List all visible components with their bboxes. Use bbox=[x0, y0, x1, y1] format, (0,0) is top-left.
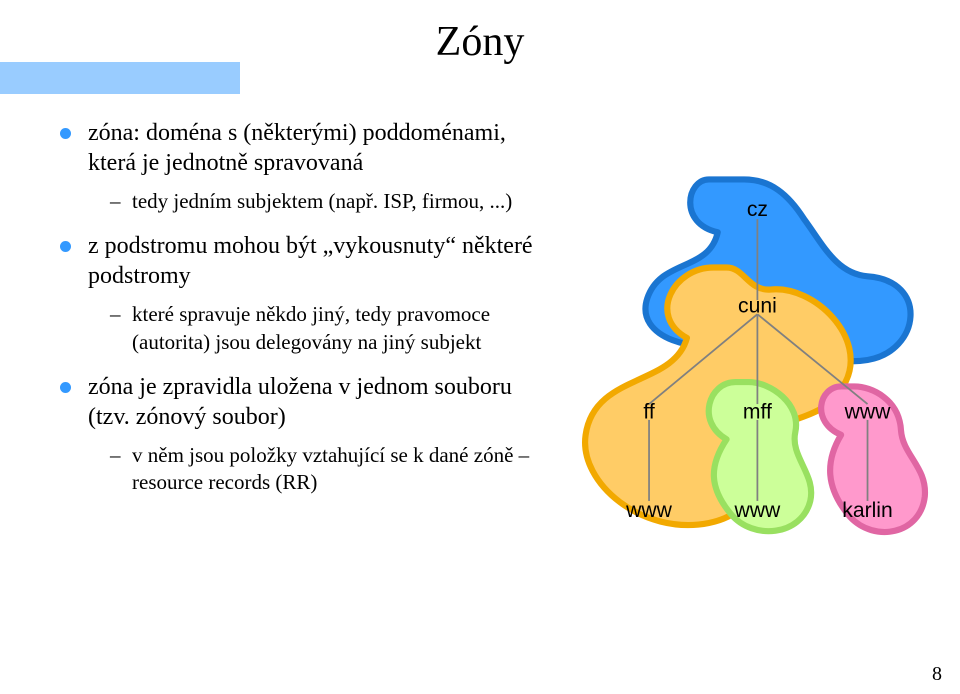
zones-diagram: cz cuni ff mff www www www karlin bbox=[568, 150, 938, 570]
bullet-text: zóna je zpravidla uložena v jednom soubo… bbox=[88, 374, 512, 430]
sub-bullet-text: tedy jedním subjektem (např. ISP, firmou… bbox=[132, 189, 512, 213]
tree-node-cz: cz bbox=[747, 198, 768, 221]
sub-bullet-item: které spravuje někdo jiný, tedy pravomoc… bbox=[110, 301, 540, 356]
tree-node-www2: www bbox=[625, 499, 673, 522]
sub-bullet-text: které spravuje někdo jiný, tedy pravomoc… bbox=[132, 302, 490, 353]
tree-node-ff: ff bbox=[643, 400, 654, 423]
bullet-content: zóna: doména s (některými) poddoménami, … bbox=[60, 118, 540, 512]
sub-bullet-text: v něm jsou položky vztahující se k dané … bbox=[132, 443, 529, 494]
tree-node-mff: mff bbox=[743, 400, 772, 423]
bullet-text: z podstromu mohou být „vykousnuty“ někte… bbox=[88, 233, 533, 289]
tree-node-www3: www bbox=[734, 499, 782, 522]
bullet-item: zóna je zpravidla uložena v jednom soubo… bbox=[60, 372, 540, 497]
bullet-item: zóna: doména s (některými) poddoménami, … bbox=[60, 118, 540, 215]
tree-node-karlin: karlin bbox=[842, 499, 892, 522]
tree-node-cuni: cuni bbox=[738, 295, 777, 318]
bullet-item: z podstromu mohou být „vykousnuty“ někte… bbox=[60, 231, 540, 356]
slide-title: Zóny bbox=[0, 0, 960, 66]
sub-bullet-item: tedy jedním subjektem (např. ISP, firmou… bbox=[110, 188, 540, 215]
sub-bullet-item: v něm jsou položky vztahující se k dané … bbox=[110, 442, 540, 497]
tree-node-www1: www bbox=[844, 400, 892, 423]
title-accent-band bbox=[0, 62, 240, 94]
bullet-text: zóna: doména s (některými) poddoménami, … bbox=[88, 120, 506, 176]
page-number: 8 bbox=[932, 663, 942, 686]
